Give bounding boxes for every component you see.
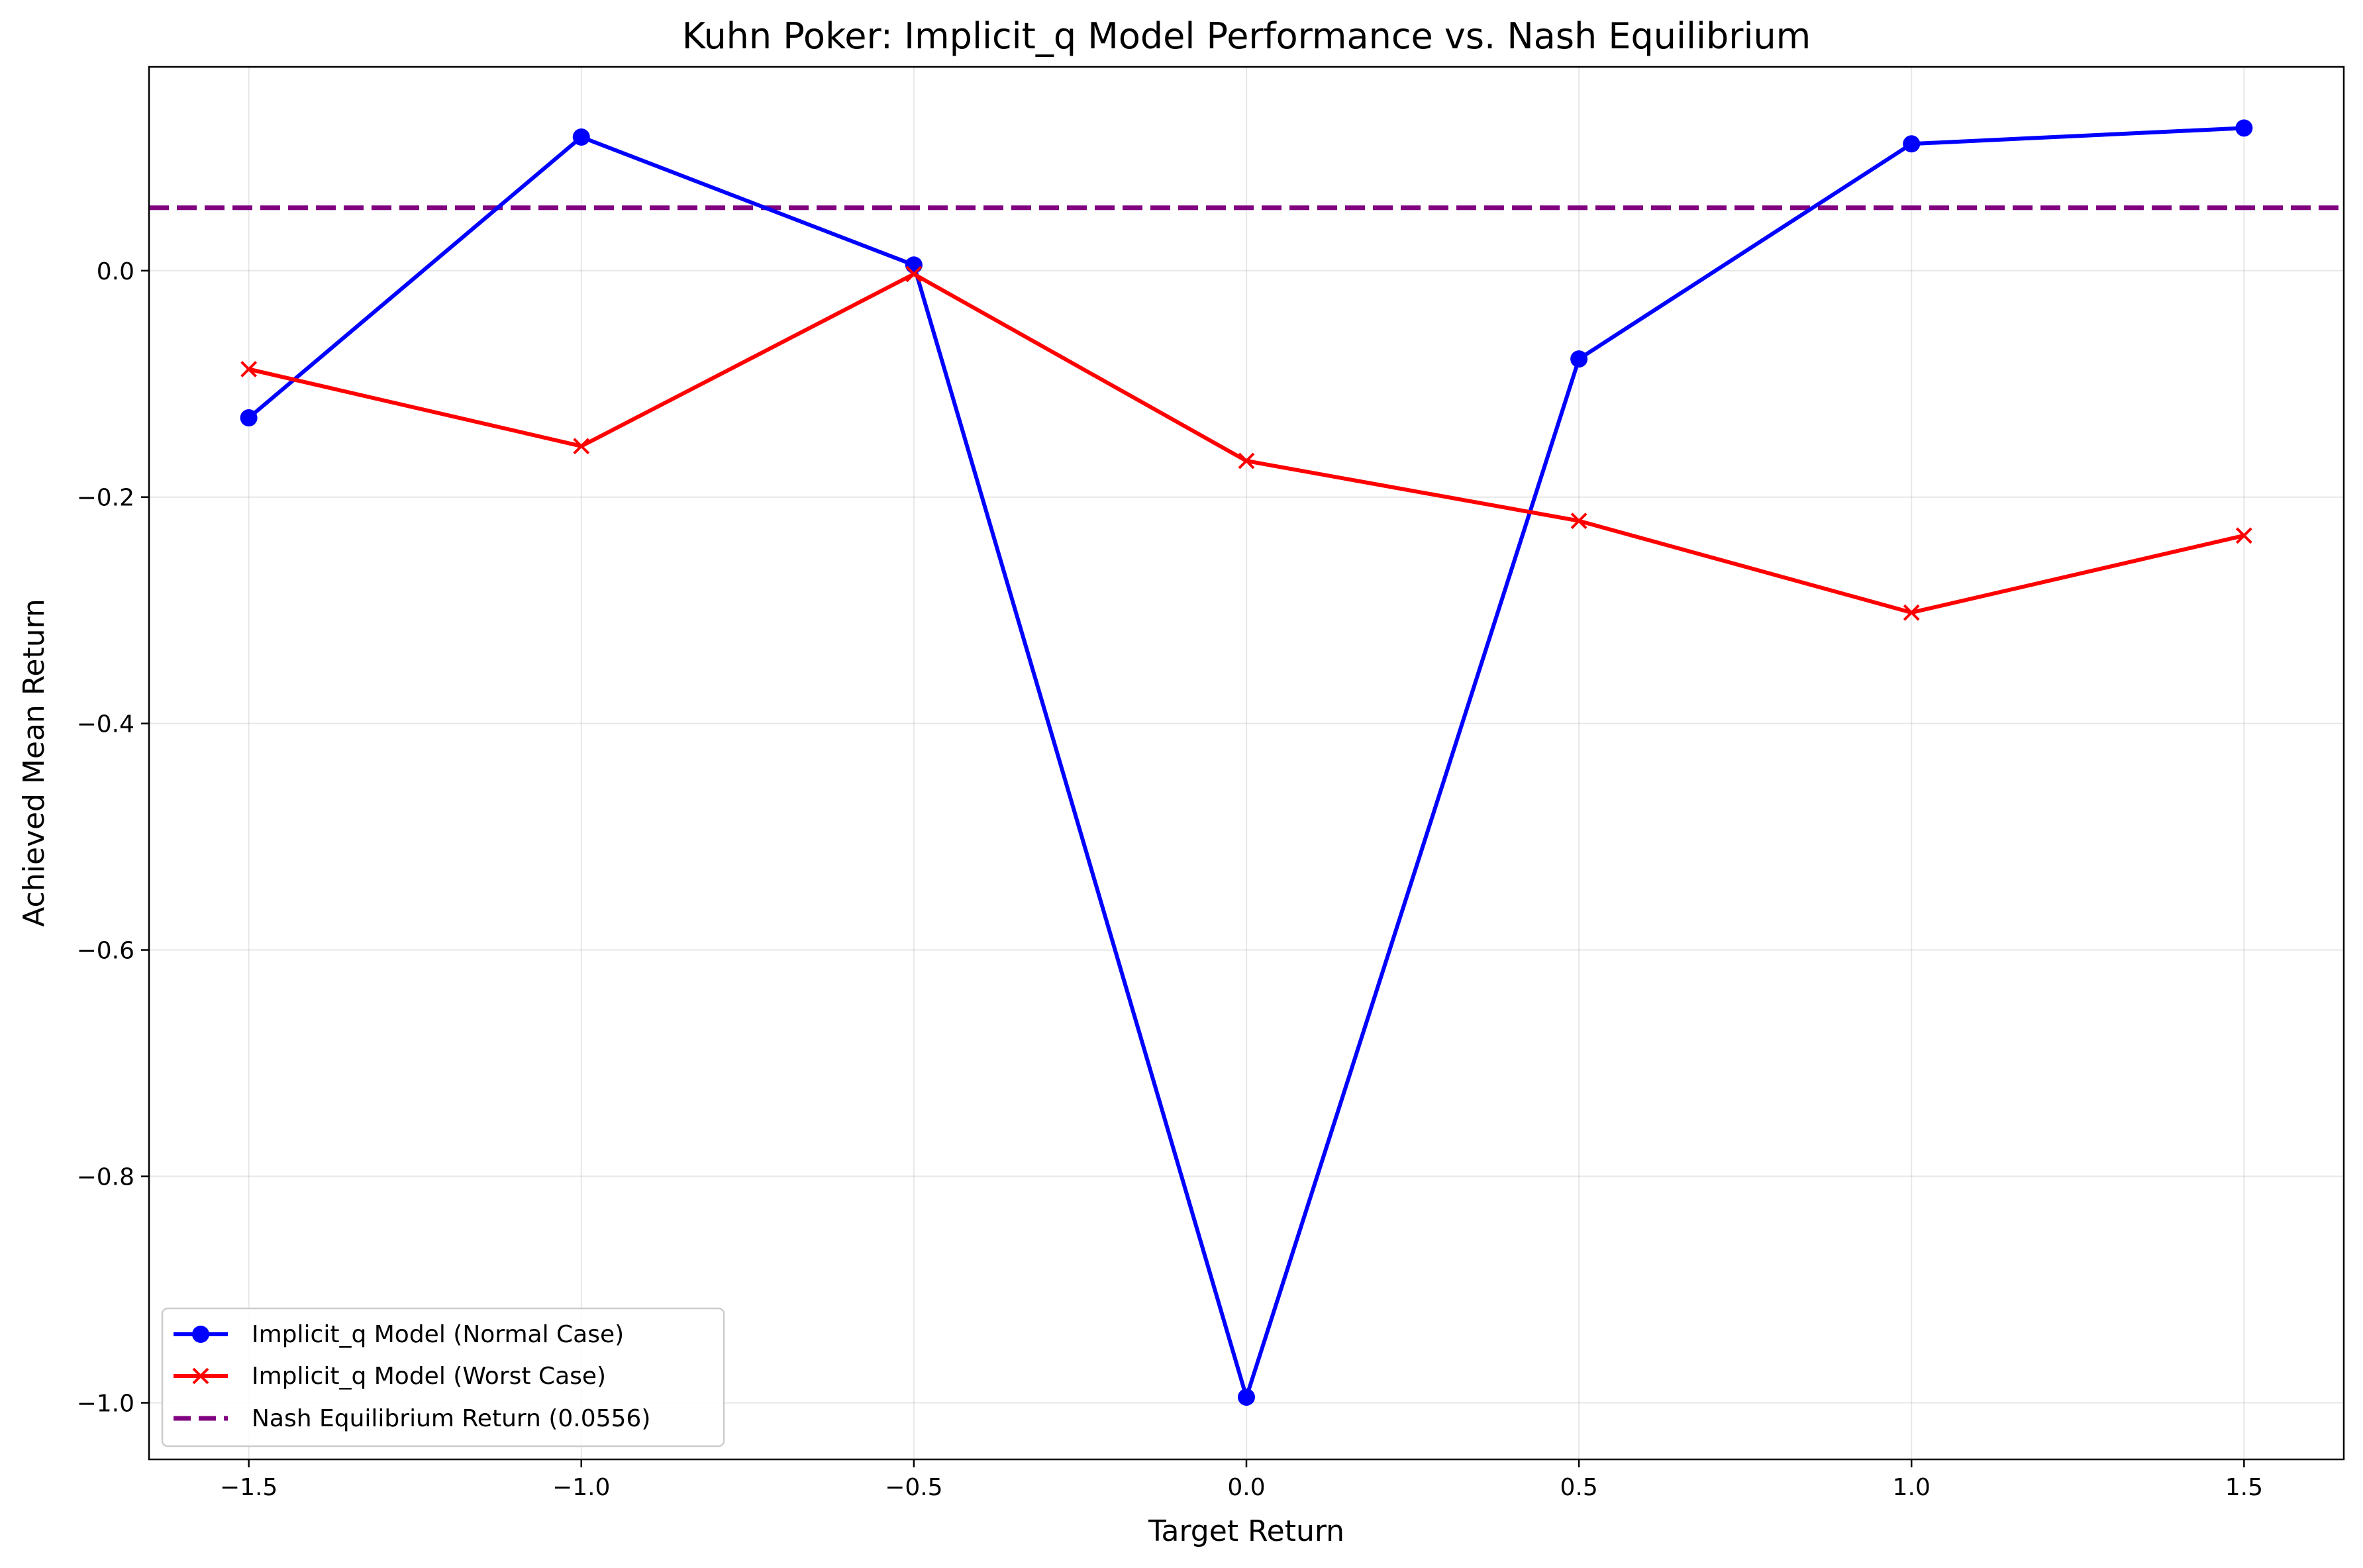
legend-marker-worst-case: [192, 1367, 209, 1385]
worst-case-point: [2235, 527, 2252, 544]
worst-case-point: [1570, 513, 1587, 530]
normal-case-point: [1903, 135, 1921, 153]
worst-case-point: [1903, 604, 1920, 621]
y-tick-label: 0.0: [97, 258, 134, 285]
x-marker-stroke: [2235, 527, 2252, 544]
worst-case-point: [1238, 452, 1255, 469]
x-marker-stroke: [1903, 604, 1920, 621]
x-axis-label: Target Return: [1148, 1514, 1344, 1548]
x-tick-label: 1.5: [2225, 1474, 2263, 1501]
x-marker-stroke: [1238, 452, 1255, 469]
y-axis-ticks: 0.0 −0.2 −0.4 −0.6 −0.8 −1.0: [77, 258, 149, 1418]
chart-title: Kuhn Poker: Implicit_q Model Performance…: [682, 15, 1811, 57]
x-tick-label: −1.5: [220, 1474, 277, 1501]
x-marker-stroke: [905, 266, 923, 283]
series: [240, 119, 2253, 1406]
worst-case-point: [573, 438, 590, 455]
x-marker-stroke: [573, 438, 590, 455]
x-tick-label: 1.0: [1893, 1474, 1931, 1501]
worst-case-point: [240, 361, 258, 377]
normal-case-point: [1570, 350, 1588, 368]
x-marker-stroke: [1570, 513, 1587, 530]
legend-label-nash-equilibrium: Nash Equilibrium Return (0.0556): [252, 1405, 650, 1432]
legend-frame: [161, 1307, 725, 1447]
grid: [149, 67, 2344, 1459]
normal-case-point: [1238, 1388, 1255, 1406]
normal-case-point: [572, 128, 590, 146]
x-tick-label: 0.5: [1560, 1474, 1597, 1501]
x-marker-stroke: [240, 361, 258, 377]
x-tick-label: −1.0: [552, 1474, 610, 1501]
y-axis-label: Achieved Mean Return: [17, 599, 51, 927]
x-tick-label: 0.0: [1227, 1474, 1265, 1501]
x-axis-ticks: −1.5 −1.0 −0.5 0.0 0.5 1.0 1.5: [220, 1459, 2263, 1501]
normal-case-point: [2235, 119, 2253, 137]
y-tick-label: −0.2: [77, 485, 134, 512]
normal-case-point: [240, 409, 258, 427]
x-tick-label: −0.5: [885, 1474, 942, 1501]
worst-case-point: [905, 266, 923, 283]
legend-keys: [174, 1326, 228, 1421]
y-tick-label: −0.8: [77, 1164, 134, 1191]
y-tick-label: −0.4: [77, 711, 134, 738]
y-tick-label: −0.6: [77, 938, 134, 965]
y-tick-label: −1.0: [77, 1391, 134, 1418]
normal-case-point: [905, 256, 923, 274]
legend-marker-normal-case: [192, 1326, 209, 1343]
legend: Implicit_q Model (Normal Case) Implicit_…: [161, 1307, 725, 1447]
legend-label-normal-case: Implicit_q Model (Normal Case): [252, 1321, 624, 1348]
legend-label-worst-case: Implicit_q Model (Worst Case): [252, 1363, 606, 1390]
